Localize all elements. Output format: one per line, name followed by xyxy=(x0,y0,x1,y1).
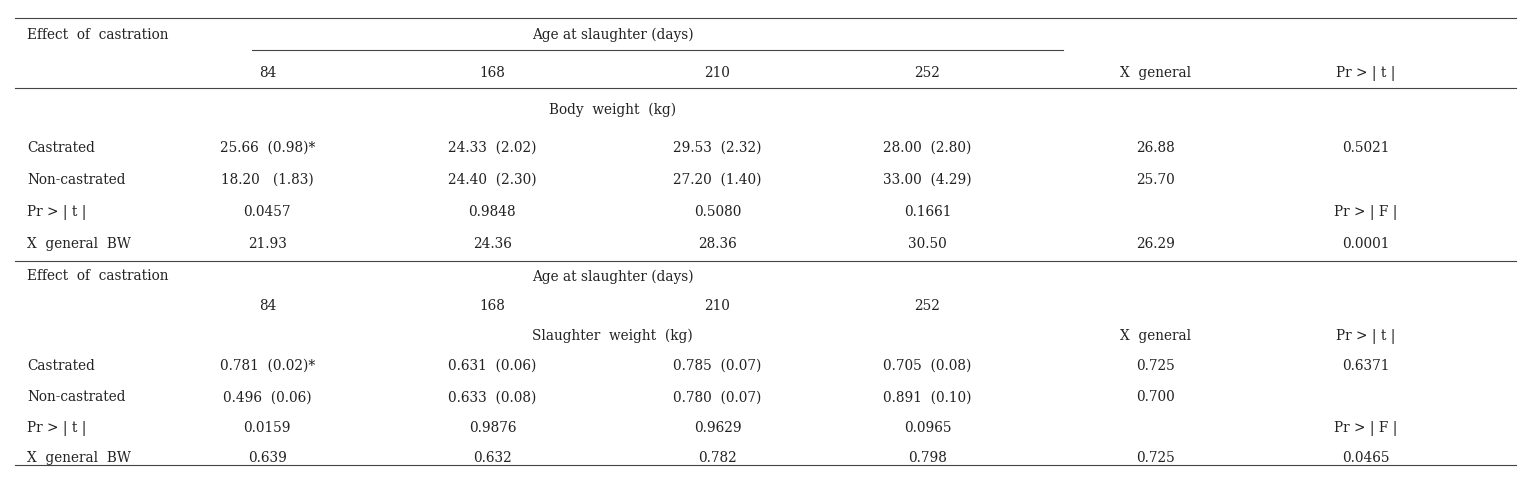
Text: 0.725: 0.725 xyxy=(1136,451,1174,465)
Text: X  general: X general xyxy=(1121,329,1191,343)
Text: Pr > | t |: Pr > | t | xyxy=(28,204,87,220)
Text: 0.1661: 0.1661 xyxy=(903,205,951,219)
Text: 0.780  (0.07): 0.780 (0.07) xyxy=(674,390,762,404)
Text: 0.9629: 0.9629 xyxy=(694,421,741,435)
Text: 168: 168 xyxy=(479,300,505,313)
Text: Pr > | F |: Pr > | F | xyxy=(1334,420,1398,436)
Text: 0.9848: 0.9848 xyxy=(468,205,516,219)
Text: 0.631  (0.06): 0.631 (0.06) xyxy=(449,359,537,373)
Text: Pr > | t |: Pr > | t | xyxy=(1337,329,1395,344)
Text: 0.0001: 0.0001 xyxy=(1343,237,1389,251)
Text: Castrated: Castrated xyxy=(28,359,95,373)
Text: 18.20   (1.83): 18.20 (1.83) xyxy=(220,173,314,187)
Text: 0.705  (0.08): 0.705 (0.08) xyxy=(883,359,972,373)
Text: 0.0457: 0.0457 xyxy=(243,205,291,219)
Text: 28.36: 28.36 xyxy=(698,237,736,251)
Text: Pr > | t |: Pr > | t | xyxy=(28,420,87,436)
Text: Non-castrated: Non-castrated xyxy=(28,390,126,404)
Text: 25.66  (0.98)*: 25.66 (0.98)* xyxy=(219,141,315,155)
Text: Castrated: Castrated xyxy=(28,141,95,155)
Text: 0.798: 0.798 xyxy=(908,451,948,465)
Text: 0.639: 0.639 xyxy=(248,451,286,465)
Text: 0.781  (0.02)*: 0.781 (0.02)* xyxy=(220,359,315,373)
Text: 252: 252 xyxy=(914,66,940,80)
Text: 0.632: 0.632 xyxy=(473,451,511,465)
Text: Pr > | t |: Pr > | t | xyxy=(1337,66,1395,81)
Text: 0.496  (0.06): 0.496 (0.06) xyxy=(224,390,312,404)
Text: 25.70: 25.70 xyxy=(1136,173,1174,187)
Text: 84: 84 xyxy=(259,300,276,313)
Text: 29.53  (2.32): 29.53 (2.32) xyxy=(674,141,762,155)
Text: 21.93: 21.93 xyxy=(248,237,286,251)
Text: 0.633  (0.08): 0.633 (0.08) xyxy=(449,390,537,404)
Text: 252: 252 xyxy=(914,300,940,313)
Text: 0.5080: 0.5080 xyxy=(694,205,741,219)
Text: Non-castrated: Non-castrated xyxy=(28,173,126,187)
Text: 84: 84 xyxy=(259,66,276,80)
Text: 0.9876: 0.9876 xyxy=(468,421,516,435)
Text: X  general  BW: X general BW xyxy=(28,451,132,465)
Text: Pr > | F |: Pr > | F | xyxy=(1334,204,1398,220)
Text: 0.0465: 0.0465 xyxy=(1341,451,1390,465)
Text: 168: 168 xyxy=(479,66,505,80)
Text: Body  weight  (kg): Body weight (kg) xyxy=(550,102,677,117)
Text: 24.36: 24.36 xyxy=(473,237,511,251)
Text: 0.891  (0.10): 0.891 (0.10) xyxy=(883,390,972,404)
Text: 0.0965: 0.0965 xyxy=(903,421,951,435)
Text: 210: 210 xyxy=(704,66,730,80)
Text: 0.785  (0.07): 0.785 (0.07) xyxy=(674,359,762,373)
Text: 0.725: 0.725 xyxy=(1136,359,1174,373)
Text: 0.6371: 0.6371 xyxy=(1343,359,1389,373)
Text: 30.50: 30.50 xyxy=(908,237,946,251)
Text: Effect  of  castration: Effect of castration xyxy=(28,269,168,283)
Text: Slaughter  weight  (kg): Slaughter weight (kg) xyxy=(533,329,694,343)
Text: 33.00  (4.29): 33.00 (4.29) xyxy=(883,173,972,187)
Text: 26.88: 26.88 xyxy=(1136,141,1174,155)
Text: 0.700: 0.700 xyxy=(1136,390,1174,404)
Text: X  general: X general xyxy=(1121,66,1191,80)
Text: Effect  of  castration: Effect of castration xyxy=(28,28,168,42)
Text: 28.00  (2.80): 28.00 (2.80) xyxy=(883,141,972,155)
Text: 0.782: 0.782 xyxy=(698,451,736,465)
Text: 0.5021: 0.5021 xyxy=(1343,141,1389,155)
Text: 27.20  (1.40): 27.20 (1.40) xyxy=(674,173,762,187)
Text: 210: 210 xyxy=(704,300,730,313)
Text: 26.29: 26.29 xyxy=(1136,237,1174,251)
Text: 24.40  (2.30): 24.40 (2.30) xyxy=(449,173,537,187)
Text: Age at slaughter (days): Age at slaughter (days) xyxy=(531,269,694,284)
Text: 0.0159: 0.0159 xyxy=(243,421,291,435)
Text: 24.33  (2.02): 24.33 (2.02) xyxy=(449,141,537,155)
Text: X  general  BW: X general BW xyxy=(28,237,132,251)
Text: Age at slaughter (days): Age at slaughter (days) xyxy=(531,27,694,42)
